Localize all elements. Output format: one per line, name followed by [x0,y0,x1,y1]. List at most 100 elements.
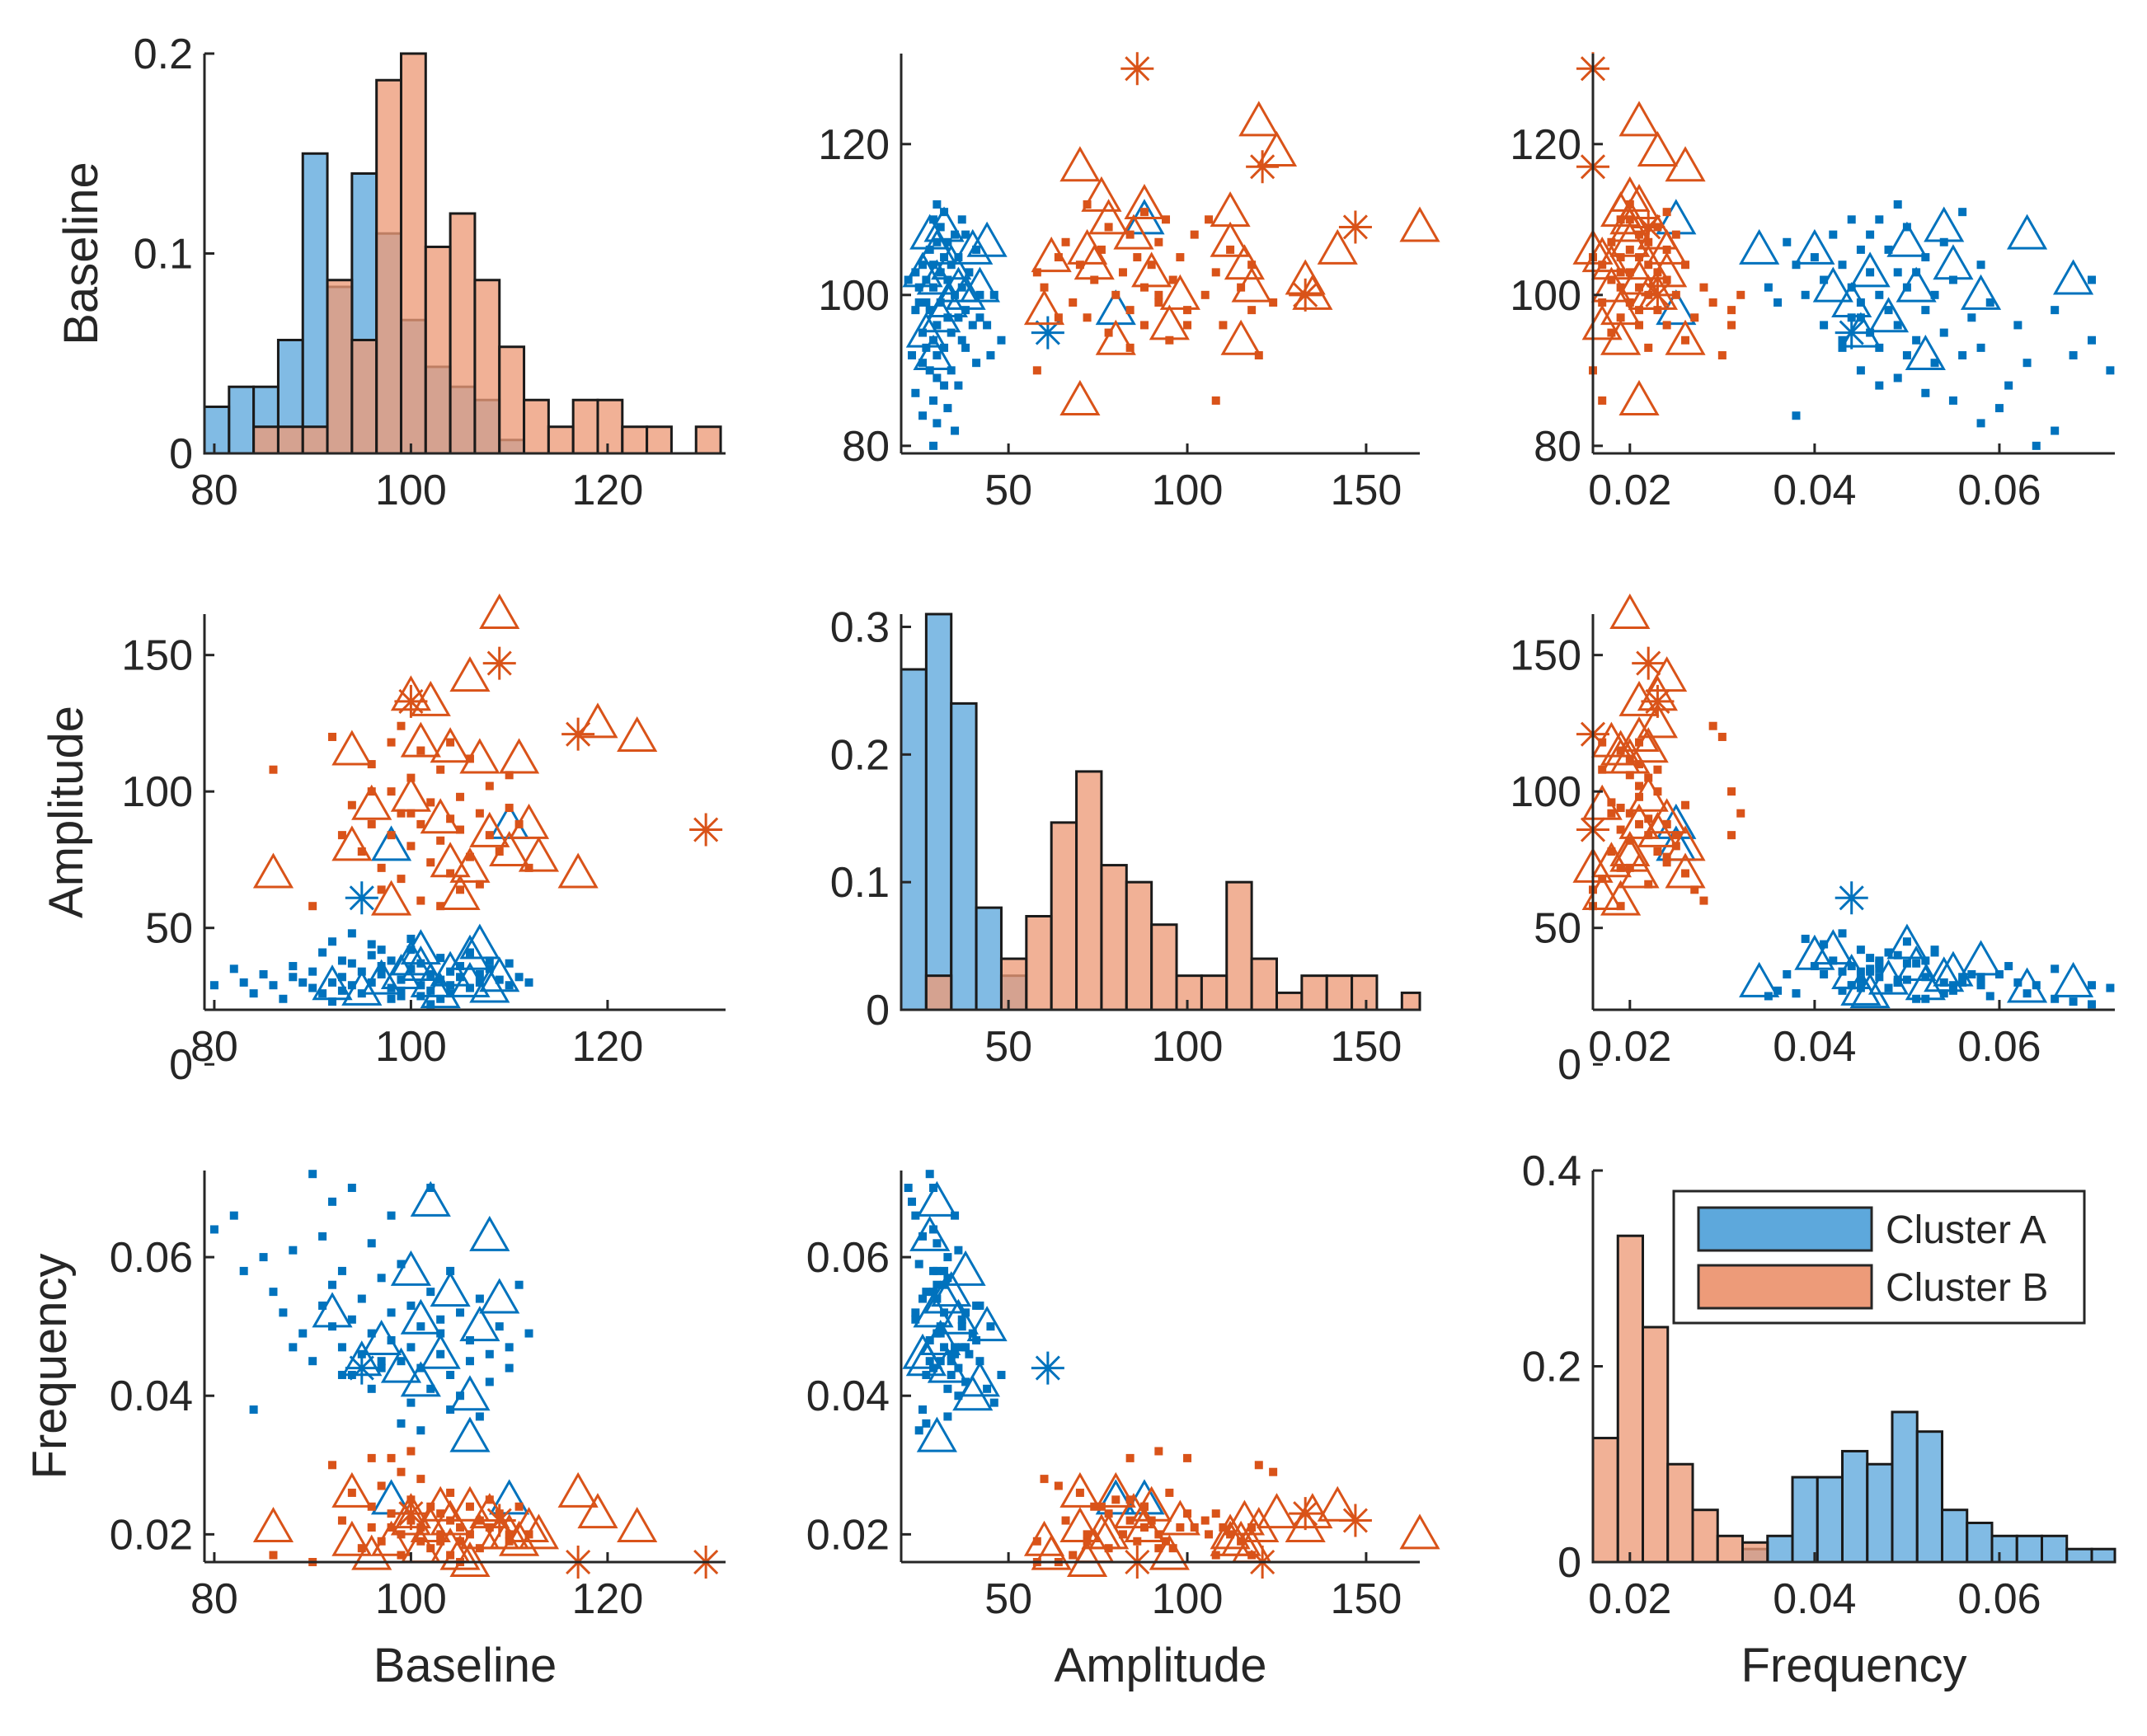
scatter-triangle-cluster-b [617,1506,658,1542]
scatter-triangle-cluster-a [931,1271,972,1307]
histogram-bar-cluster-a [1866,1462,1894,1564]
x-tick-label-amplitude: 150 [1331,467,1402,514]
scatter-dot-cluster-b [1247,260,1257,270]
scatter-dot-cluster-a [465,1357,474,1366]
scatter-dot-cluster-a [337,956,346,965]
scatter-dot-cluster-b [1139,321,1149,330]
scatter-dot-cluster-b [387,787,396,796]
scatter-dot-cluster-a [1829,230,1838,239]
scatter-dot-cluster-b [446,869,455,878]
scatter-dot-cluster-b [416,1475,425,1484]
scatter-dot-cluster-a [367,950,376,959]
scatter-dot-cluster-b [1616,863,1625,872]
scatter-triangle-cluster-b [430,1499,471,1536]
scatter-dot-cluster-a [933,200,942,209]
scatter-dot-cluster-a [1921,306,1930,315]
axis-labels: Baseline Baseline Amplitude Amplitude Freque… [23,162,1967,1692]
scatter-dot-cluster-b [1625,268,1634,277]
scatter-dot-cluster-a [1774,986,1783,995]
scatter-dot-cluster-a [1939,237,1948,246]
scatter-triangle-cluster-a [916,1416,957,1452]
scatter-triangle-cluster-b [400,721,441,758]
histogram-bar-cluster-a [228,385,256,455]
scatter-triangle-cluster-b [449,847,491,883]
scatter-triangle-cluster-b [1637,811,1679,847]
scatter-triangle-cluster-a [1933,950,1974,987]
scatter-triangle-cluster-a [1896,945,1937,982]
scatter-dot-cluster-a [524,1329,533,1338]
scatter-triangle-cluster-b [351,784,392,820]
scatter-triangle-cluster-b [518,836,560,872]
scatter-dot-cluster-b [436,765,445,774]
x-tick-label-baseline: 120 [572,467,644,514]
scatter-triangle-cluster-a [1849,251,1891,288]
scatter-triangle-cluster-b [459,738,500,774]
scatter-dot-cluster-a [298,1329,308,1338]
scatter-dot-cluster-b [337,831,346,840]
scatter-dot-cluster-b [1226,245,1235,254]
scatter-dot-cluster-a [505,959,514,968]
scatter-dot-cluster-b [456,825,465,834]
scatter-dot-cluster-b [1653,765,1662,774]
scatter-dot-cluster-b [1075,260,1084,270]
scatter-dot-cluster-b [1200,290,1210,299]
scatter-dot-cluster-b [1671,290,1680,299]
scatter-triangle-cluster-a [469,1215,510,1251]
scatter-triangle-cluster-b [1231,266,1272,303]
scatter-triangle-cluster-a [420,1333,461,1369]
scatter-dot-cluster-b [1211,1509,1220,1518]
scatter-dot-cluster-a [1912,959,1921,968]
scatter-dot-cluster-a [957,283,966,292]
scatter-triangle-cluster-a [469,967,510,1003]
scatter-dot-cluster-a [1838,343,1847,352]
scatter-dot-cluster-b [475,880,484,889]
scatter-dot-cluster-a [397,1260,406,1269]
scatter-dot-cluster-a [1875,381,1884,390]
scatter-triangle-cluster-a [449,1416,491,1452]
scatter-triangle-cluster-b [1149,304,1190,340]
histogram-bar-cluster-a [1840,1449,1869,1564]
scatter-dot-cluster-a [367,1384,376,1393]
scatter-dot-cluster-a [961,230,970,239]
scatter-dot-cluster-a [2087,981,2096,990]
panel-amplitude-vs-amplitude: 50 100 150 0 0.1 0.2 0.3 [830,603,1421,1071]
x-tick-label-amplitude: 50 [984,1023,1032,1071]
scatter-triangle-cluster-a [1867,297,1910,333]
scatter-dot-cluster-b [1211,268,1220,277]
scatter-dot-cluster-a [951,230,960,239]
scatter-dot-cluster-a [2087,1000,2096,1009]
scatter-dot-cluster-a [965,1349,974,1358]
scatter-triangle-cluster-b [1600,289,1642,326]
scatter-dot-cluster-a [406,964,416,974]
scatter-dot-cluster-a [2013,321,2023,330]
scatter-dot-cluster-b [416,896,425,905]
scatter-dot-cluster-a [983,1384,992,1393]
scatter-dot-cluster-a [951,426,960,435]
scatter-dot-cluster-a [947,366,956,375]
scatter-dot-cluster-a [1847,981,1856,990]
scatter-dot-cluster-a [1893,373,1902,382]
scatter-dot-cluster-b [456,792,465,801]
scatter-dot-cluster-a [961,306,970,315]
scatter-dot-cluster-a [406,1343,416,1352]
scatter-dot-cluster-b [1690,313,1699,322]
scatter-star-cluster-b [1246,150,1280,184]
scatter-triangle-cluster-b [420,798,461,834]
scatter-star-cluster-b [482,646,516,680]
scatter-dot-cluster-b [475,809,484,818]
scatter-dot-cluster-b [456,1537,465,1546]
scatter-dot-cluster-a [397,986,406,995]
scatter-triangle-cluster-a [1739,961,1780,997]
scatter-dot-cluster-a [1921,956,1930,965]
legend-label-cluster-a: Cluster A [1886,1208,2046,1252]
scatter-dot-cluster-a [2069,351,2078,360]
scatter-dot-cluster-b [1118,1530,1127,1539]
scatter-dot-cluster-a [475,1294,484,1303]
x-tick-label-baseline: 100 [375,467,447,514]
scatter-triangle-cluster-a [927,281,968,317]
histogram-bar-cluster-b [924,974,953,1011]
panel-baseline-vs-baseline: 80 100 120 0 0.1 0.2 [134,30,726,514]
scatter-dot-cluster-a [337,1343,346,1352]
scatter-dot-cluster-a [328,997,337,1006]
scatter-dot-cluster-a [1820,940,1829,949]
